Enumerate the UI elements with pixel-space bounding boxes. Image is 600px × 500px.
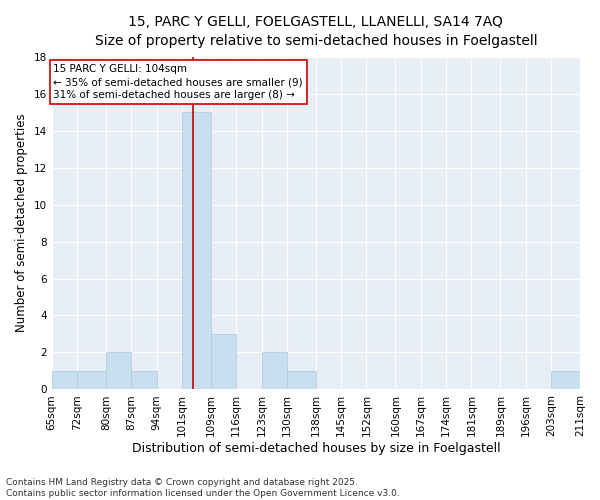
Text: 15 PARC Y GELLI: 104sqm
← 35% of semi-detached houses are smaller (9)
31% of sem: 15 PARC Y GELLI: 104sqm ← 35% of semi-de…: [53, 64, 303, 100]
Text: Contains HM Land Registry data © Crown copyright and database right 2025.
Contai: Contains HM Land Registry data © Crown c…: [6, 478, 400, 498]
Title: 15, PARC Y GELLI, FOELGASTELL, LLANELLI, SA14 7AQ
Size of property relative to s: 15, PARC Y GELLI, FOELGASTELL, LLANELLI,…: [95, 15, 537, 48]
Bar: [211, 334, 236, 390]
Y-axis label: Number of semi-detached properties: Number of semi-detached properties: [15, 114, 28, 332]
Bar: [106, 352, 131, 390]
Bar: [551, 371, 580, 390]
X-axis label: Distribution of semi-detached houses by size in Foelgastell: Distribution of semi-detached houses by …: [131, 442, 500, 455]
Bar: [77, 371, 106, 390]
Bar: [262, 352, 287, 390]
Bar: [287, 371, 316, 390]
Bar: [182, 112, 211, 390]
Bar: [131, 371, 157, 390]
Bar: [52, 371, 77, 390]
